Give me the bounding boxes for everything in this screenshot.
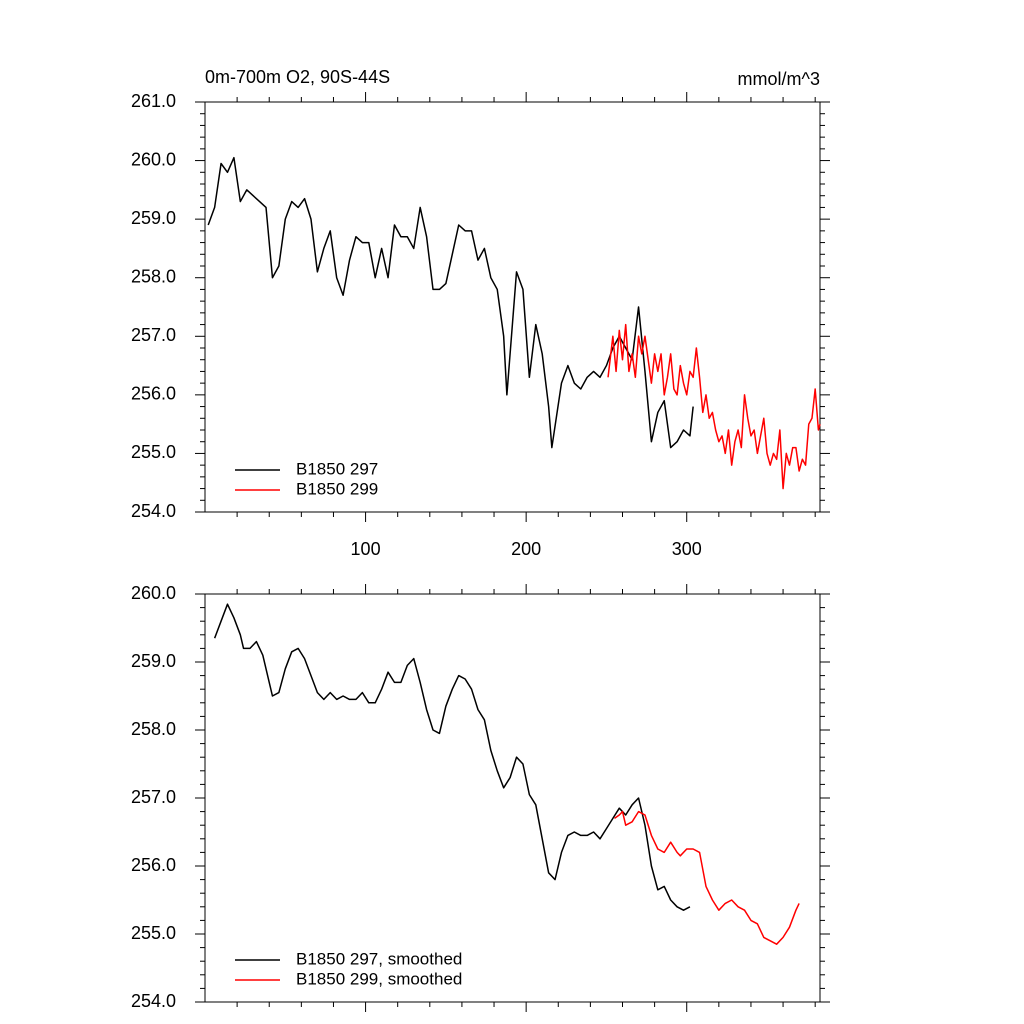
x-tick-label: 200 — [511, 539, 541, 559]
y-tick-label: 254.0 — [131, 991, 176, 1011]
chart-title: 0m-700m O2, 90S-44S — [205, 67, 390, 87]
legend-label: B1850 297, smoothed — [296, 949, 462, 968]
legend-label: B1850 299, smoothed — [296, 969, 462, 988]
y-tick-label: 255.0 — [131, 923, 176, 943]
y-tick-label: 256.0 — [131, 855, 176, 875]
plot-frame — [204, 593, 821, 1003]
data-line — [614, 810, 800, 945]
legend-label: B1850 299 — [296, 479, 378, 498]
y-tick-label: 258.0 — [131, 266, 176, 286]
data-line — [607, 323, 821, 490]
y-tick-label: 258.0 — [131, 719, 176, 739]
data-line — [213, 603, 691, 911]
units-label: mmol/m^3 — [738, 69, 820, 89]
y-tick-label: 257.0 — [131, 787, 176, 807]
y-tick-label: 254.0 — [131, 501, 176, 521]
panel: 254.0 255.0 256.0 257.0 258.0 259.0 260.0 B1850… — [131, 583, 830, 1012]
x-tick-label: 100 — [351, 539, 381, 559]
y-tick-label: 256.0 — [131, 384, 176, 404]
x-tick-label: 300 — [672, 539, 702, 559]
data-line — [207, 156, 694, 449]
plot-frame — [204, 101, 821, 513]
panel: 254.0 255.0 256.0 257.0 258.0 259.0 260.0 261.0… — [131, 91, 830, 559]
y-tick-label: 260.0 — [131, 583, 176, 603]
y-tick-label: 259.0 — [131, 651, 176, 671]
y-tick-label: 260.0 — [131, 149, 176, 169]
y-tick-label: 259.0 — [131, 208, 176, 228]
y-tick-label: 261.0 — [131, 91, 176, 111]
y-tick-label: 257.0 — [131, 325, 176, 345]
y-tick-label: 255.0 — [131, 442, 176, 462]
legend-label: B1850 297 — [296, 459, 378, 478]
